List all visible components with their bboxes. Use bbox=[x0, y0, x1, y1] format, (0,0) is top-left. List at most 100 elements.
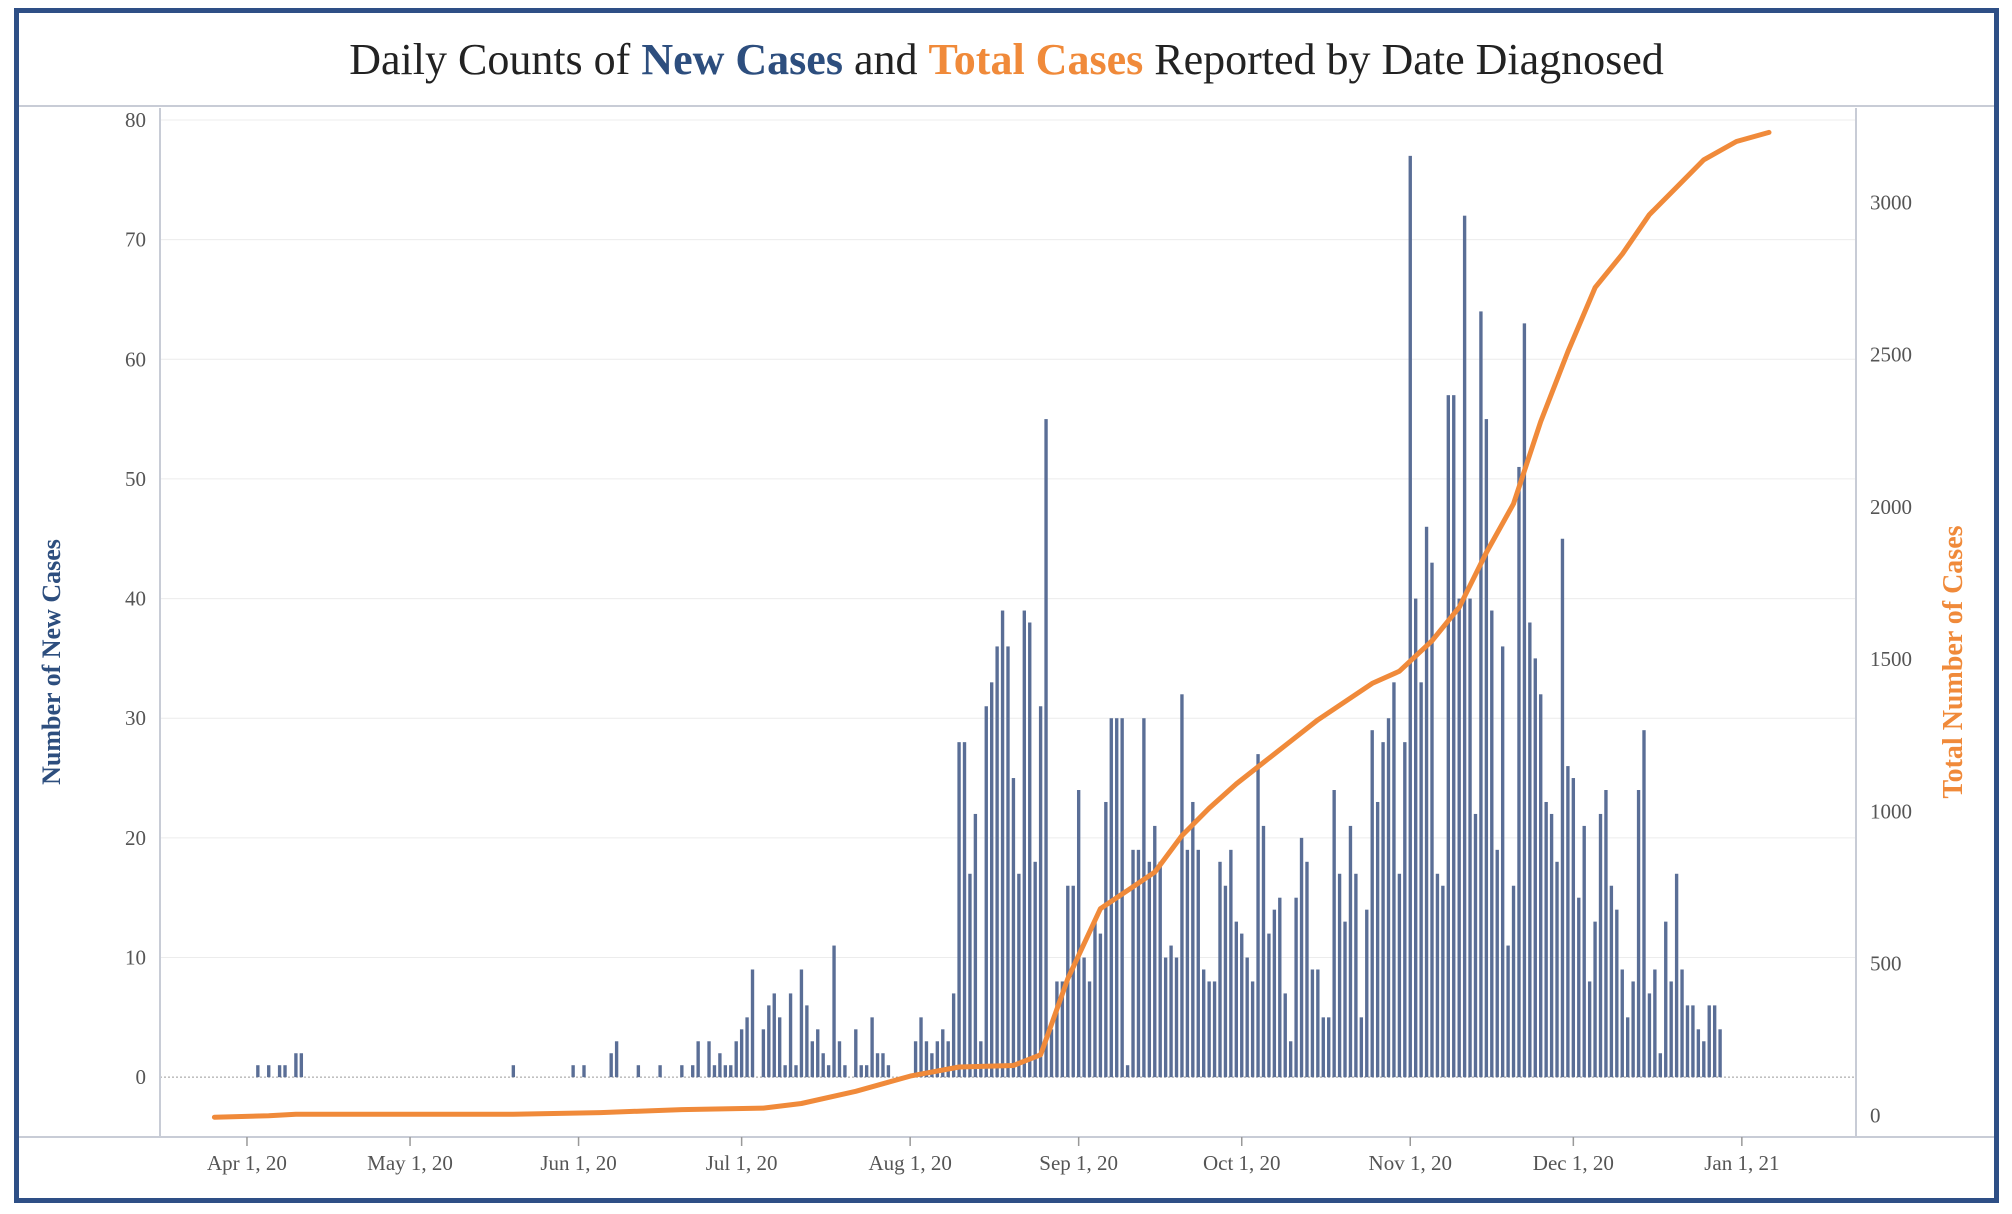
bar bbox=[799, 969, 804, 1078]
title-new-cases: New Cases bbox=[641, 34, 843, 84]
bar bbox=[968, 873, 972, 1078]
bar bbox=[1707, 1005, 1711, 1078]
bar bbox=[1457, 598, 1461, 1078]
bar bbox=[1435, 873, 1440, 1078]
bar bbox=[1316, 969, 1320, 1078]
y-tick-label-left: 50 bbox=[125, 467, 146, 491]
bar bbox=[778, 1017, 782, 1078]
bar bbox=[1098, 933, 1103, 1078]
bar bbox=[1370, 730, 1374, 1078]
x-tick-label: Sep 1, 20 bbox=[1039, 1151, 1118, 1175]
bar bbox=[745, 1017, 749, 1078]
bar bbox=[1082, 957, 1086, 1078]
bar bbox=[761, 1029, 766, 1078]
bar bbox=[283, 1065, 287, 1078]
bar bbox=[1267, 933, 1271, 1078]
bar bbox=[1593, 921, 1597, 1078]
bar bbox=[1288, 1041, 1293, 1078]
bar bbox=[864, 1065, 869, 1078]
bar bbox=[1598, 813, 1603, 1078]
bar bbox=[1359, 1017, 1364, 1078]
bar bbox=[1528, 622, 1532, 1078]
bar bbox=[1473, 813, 1478, 1078]
bar bbox=[1587, 981, 1592, 1078]
bar bbox=[1163, 957, 1168, 1078]
bar bbox=[1011, 778, 1016, 1078]
bar bbox=[962, 742, 967, 1078]
x-tick-label: Aug 1, 20 bbox=[868, 1151, 951, 1175]
bar-series bbox=[256, 155, 1722, 1078]
bar bbox=[1674, 873, 1679, 1078]
y-tick-label-left: 10 bbox=[125, 946, 146, 970]
bar bbox=[990, 682, 994, 1078]
bar bbox=[1484, 419, 1489, 1078]
bar bbox=[1653, 969, 1657, 1078]
bar bbox=[1354, 873, 1358, 1078]
bar bbox=[277, 1065, 282, 1078]
bar bbox=[1049, 1029, 1054, 1078]
y-tick-label-right: 1500 bbox=[1870, 647, 1912, 671]
title-text-2: and bbox=[842, 34, 929, 84]
bar bbox=[1125, 1065, 1130, 1078]
total-cases-line bbox=[211, 129, 1772, 1120]
bar bbox=[1022, 610, 1026, 1078]
bar bbox=[1615, 909, 1619, 1078]
bar bbox=[1321, 1017, 1325, 1078]
bar bbox=[1544, 801, 1548, 1078]
bar bbox=[1109, 718, 1113, 1078]
bar bbox=[1669, 981, 1673, 1078]
bar bbox=[1403, 742, 1407, 1078]
y-tick-label-right: 1000 bbox=[1870, 799, 1912, 823]
bar bbox=[805, 1005, 809, 1078]
bar bbox=[859, 1065, 863, 1078]
bar bbox=[1647, 993, 1652, 1078]
bar bbox=[1348, 825, 1353, 1078]
bar bbox=[1392, 682, 1396, 1078]
bar bbox=[1664, 921, 1668, 1078]
bar bbox=[1343, 921, 1347, 1078]
bar bbox=[1365, 909, 1369, 1078]
bar bbox=[1223, 885, 1228, 1078]
bar bbox=[739, 1029, 744, 1078]
y-tick-label-right: 0 bbox=[1870, 1104, 1881, 1128]
bar bbox=[1283, 993, 1287, 1078]
bar bbox=[582, 1065, 586, 1078]
bar bbox=[1332, 790, 1336, 1078]
bar bbox=[299, 1053, 304, 1078]
title-total-cases: Total Cases bbox=[928, 34, 1144, 84]
bar bbox=[267, 1065, 271, 1078]
bar bbox=[1397, 873, 1402, 1078]
bar bbox=[1212, 981, 1217, 1078]
bar bbox=[832, 945, 836, 1078]
bar bbox=[979, 1041, 983, 1078]
bar bbox=[1642, 730, 1646, 1078]
x-tick-label: Jun 1, 20 bbox=[540, 1151, 616, 1175]
bar bbox=[1430, 562, 1434, 1078]
y-tick-label-left: 60 bbox=[125, 347, 146, 371]
bar bbox=[1680, 969, 1684, 1078]
bar bbox=[691, 1065, 695, 1078]
bar bbox=[1337, 873, 1342, 1078]
bar bbox=[1294, 897, 1298, 1078]
x-tick-label: Oct 1, 20 bbox=[1203, 1151, 1281, 1175]
bar bbox=[1609, 885, 1614, 1078]
bar bbox=[1452, 395, 1456, 1078]
bar bbox=[1006, 646, 1010, 1078]
bar bbox=[924, 1041, 929, 1078]
bar bbox=[1131, 849, 1135, 1078]
axes: 0 10 20 30 40 50 60 70 80 0 500 1000 1500 2000 2500 300… bbox=[19, 108, 1994, 1175]
bar bbox=[1620, 969, 1624, 1078]
bar bbox=[1500, 646, 1505, 1078]
bar bbox=[1517, 466, 1521, 1078]
bar bbox=[1533, 658, 1537, 1078]
bar bbox=[1174, 957, 1179, 1078]
bar bbox=[1136, 849, 1141, 1078]
title-text-1: Daily Counts of bbox=[349, 34, 642, 84]
bar bbox=[1696, 1029, 1701, 1078]
bar bbox=[1414, 598, 1418, 1078]
bar bbox=[1153, 825, 1157, 1078]
bar bbox=[680, 1065, 684, 1078]
bar bbox=[919, 1017, 923, 1078]
bar bbox=[734, 1041, 738, 1078]
bar bbox=[636, 1065, 641, 1078]
